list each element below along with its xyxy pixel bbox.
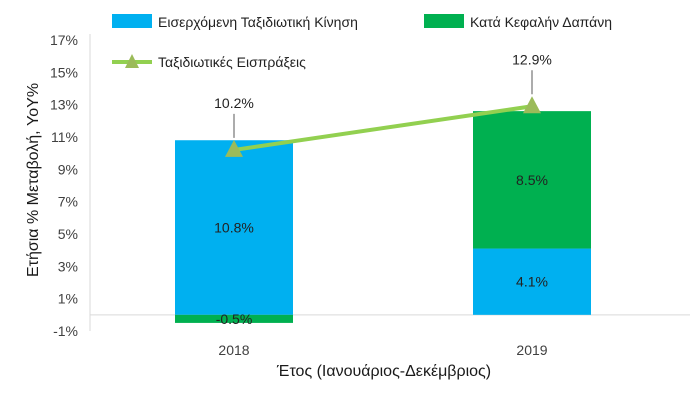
legend-label: Εισερχόμενη Ταξιδιωτική Κίνηση bbox=[158, 14, 358, 30]
bar-data-label: -0.5% bbox=[216, 311, 253, 327]
legend-label: Κατά Κεφαλήν Δαπάνη bbox=[470, 14, 612, 30]
y-tick-label: 17% bbox=[50, 32, 78, 48]
y-tick-label: 15% bbox=[50, 64, 78, 80]
line-data-label: 12.9% bbox=[512, 51, 552, 67]
legend-swatch bbox=[112, 14, 152, 28]
legend-item: Ταξιδιωτικές Εισπράξεις bbox=[112, 54, 306, 70]
y-axis-title: Ετήσια % Μεταβολή, YoY% bbox=[25, 83, 42, 277]
line-marker bbox=[225, 139, 243, 157]
bar-segment bbox=[175, 140, 293, 315]
x-axis-title: Έτος (Ιανουάριος-Δεκέμβριος) bbox=[276, 363, 491, 380]
bar-segment bbox=[473, 111, 591, 249]
line-series: 10.2% 12.9% bbox=[214, 51, 552, 157]
legend-marker-icon bbox=[125, 54, 139, 68]
bar-segment bbox=[175, 314, 293, 323]
line-data-label: 10.2% bbox=[214, 95, 254, 111]
y-tick-label: 7% bbox=[58, 194, 78, 210]
y-tick-label: 1% bbox=[58, 291, 78, 307]
bar-data-label: 4.1% bbox=[516, 274, 548, 290]
legend: Εισερχόμενη Ταξιδιωτική Κίνηση Κατά Κεφαλ… bbox=[112, 14, 612, 70]
x-tick-label: 2019 bbox=[516, 342, 547, 358]
bar-data-label: 8.5% bbox=[516, 172, 548, 188]
y-tick-label: -1% bbox=[53, 323, 78, 339]
line-marker bbox=[523, 96, 541, 114]
y-tick-label: 11% bbox=[51, 129, 78, 145]
line-path bbox=[233, 104, 533, 152]
y-tick-label: 5% bbox=[58, 226, 78, 242]
y-tick-label: 9% bbox=[58, 161, 78, 177]
bar-segment bbox=[473, 248, 591, 315]
legend-item: Κατά Κεφαλήν Δαπάνη bbox=[424, 14, 612, 30]
bar-data-label: 10.8% bbox=[214, 220, 254, 236]
x-tick-label: 2018 bbox=[218, 342, 249, 358]
legend-label: Ταξιδιωτικές Εισπράξεις bbox=[158, 54, 306, 70]
y-tick-labels: -1% 1% 3% 5% 7% 9% 11% 13% 15% 17% bbox=[50, 32, 78, 339]
y-tick-label: 13% bbox=[50, 97, 78, 113]
legend-swatch bbox=[424, 14, 464, 28]
legend-item: Εισερχόμενη Ταξιδιωτική Κίνηση bbox=[112, 14, 358, 30]
bars: 10.8% -0.5% 4.1% 8.5% bbox=[175, 111, 591, 327]
y-tick-label: 3% bbox=[58, 258, 78, 274]
x-tick-labels: 2018 2019 bbox=[218, 342, 547, 358]
